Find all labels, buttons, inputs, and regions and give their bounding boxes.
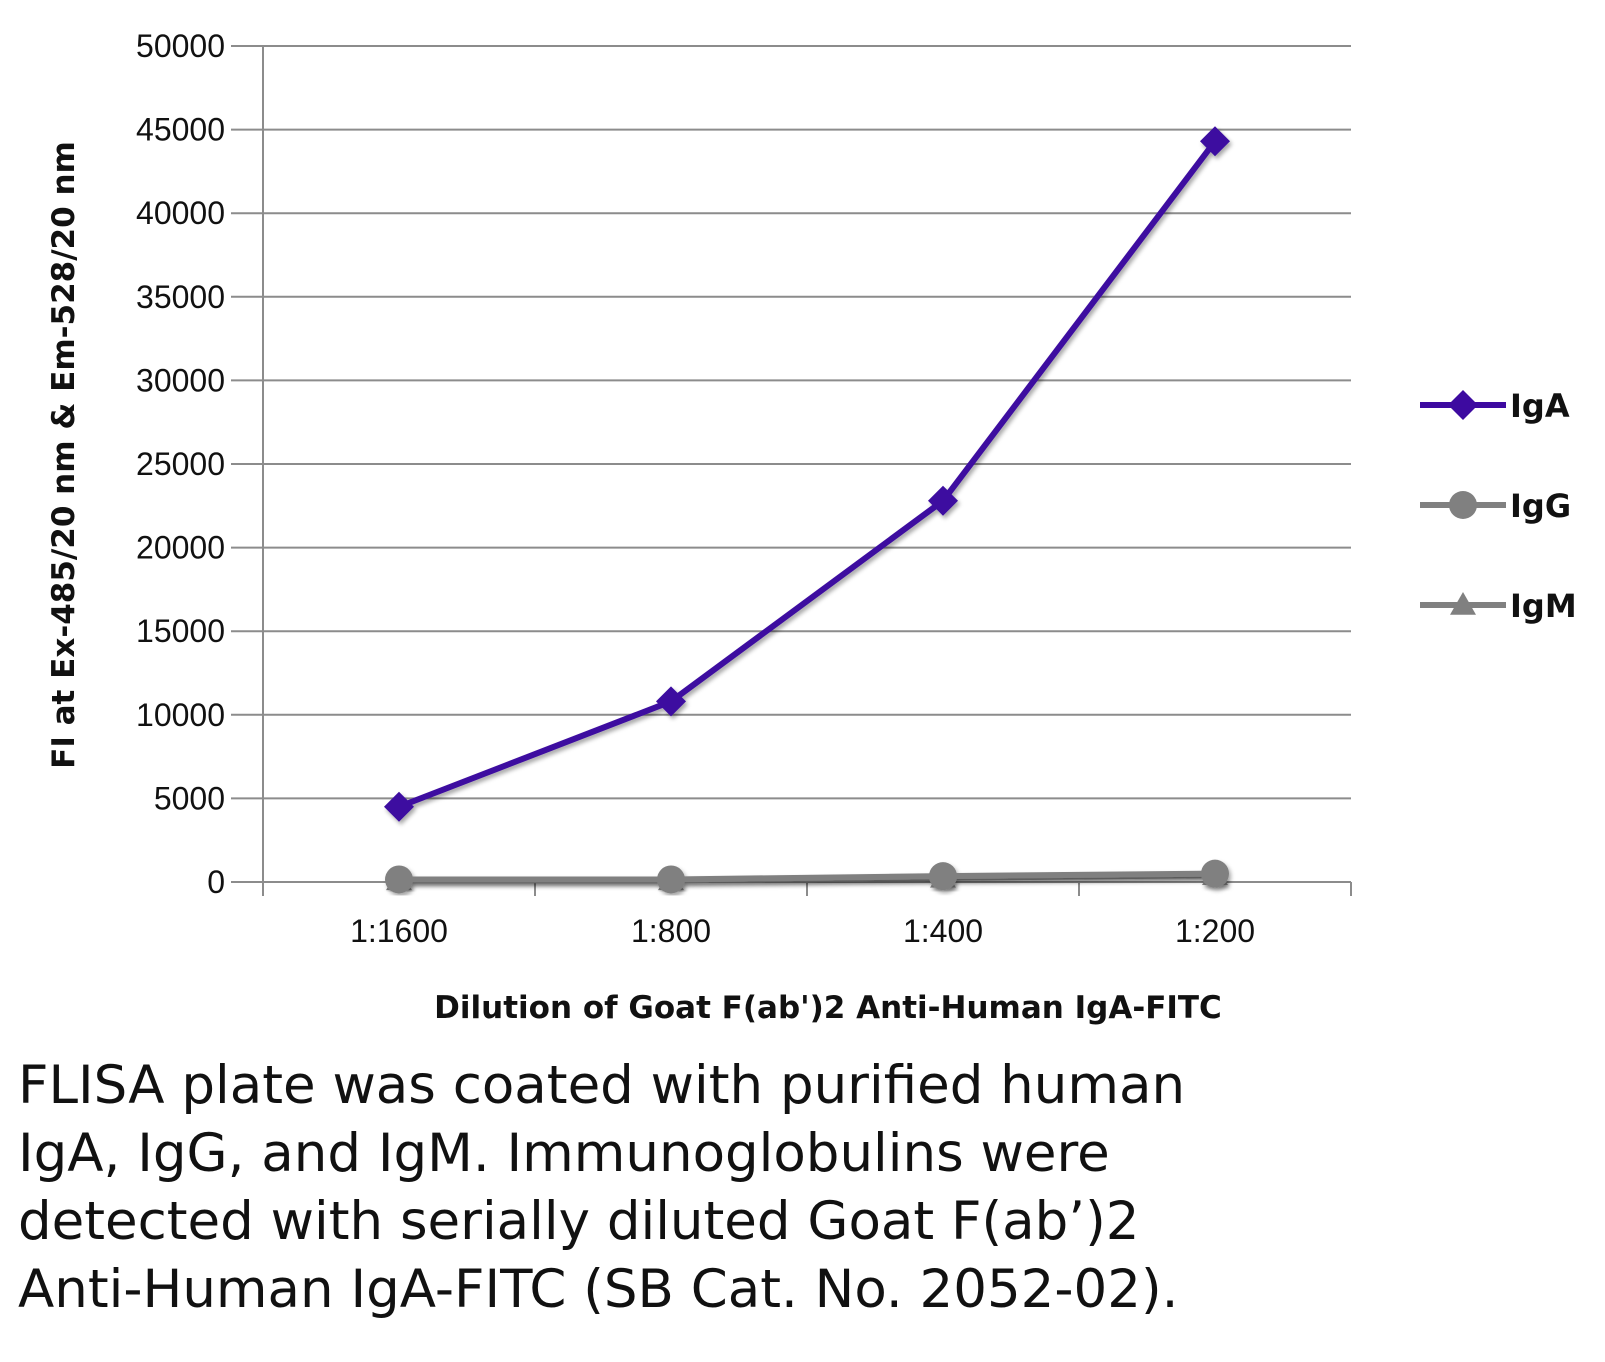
x-axis-title: Dilution of Goat F(ab')2 Anti-Human IgA-…: [434, 990, 1222, 1026]
y-tick-label: 20000: [136, 530, 225, 566]
legend-marker-triangle: [1450, 592, 1476, 615]
series-line: [399, 870, 1216, 883]
x-tick-label: 1:200: [1175, 913, 1255, 949]
legend-label: IgM: [1510, 587, 1577, 625]
caption-line: detected with serially diluted Goat F(ab…: [18, 1191, 1140, 1252]
y-tick-label: 0: [207, 864, 225, 900]
figure-caption: FLISA plate was coated with purified hum…: [18, 1052, 1578, 1324]
data-point-diamond: [1200, 126, 1230, 157]
legend-item-iga: IgA: [1420, 387, 1570, 425]
series-igg: [385, 859, 1229, 894]
y-axis-title: FI at Ex-485/20 nm & Em-528/20 nm: [46, 141, 82, 769]
y-tick-label: 10000: [136, 697, 225, 733]
y-tick-label: 50000: [136, 28, 225, 64]
y-tick-label: 30000: [136, 362, 225, 398]
y-tick-label: 35000: [136, 279, 225, 315]
y-tick-label: 15000: [136, 613, 225, 649]
line-chart: 0 5000 10000 15000 20000 25000 30000 35000 40000…: [46, 28, 1577, 1026]
x-tick-label: 1:400: [903, 913, 983, 949]
data-point-diamond: [656, 686, 686, 717]
x-axis-ticks: 1:1600 1:800 1:400 1:200: [350, 913, 1255, 949]
caption-line: IgA, IgG, and IgM. Immunoglobulins were: [18, 1123, 1110, 1184]
y-tick-label: 45000: [136, 112, 225, 148]
legend-item-igg: IgG: [1420, 487, 1571, 525]
legend-label: IgG: [1510, 487, 1571, 525]
data-point-diamond: [928, 485, 958, 516]
y-tick-label: 40000: [136, 195, 225, 231]
y-axis-ticks: 0 5000 10000 15000 20000 25000 30000 35000 40000…: [136, 28, 225, 900]
data-point-diamond: [384, 791, 414, 822]
y-tick-label: 25000: [136, 446, 225, 482]
legend-label: IgA: [1510, 387, 1570, 425]
series-line: [397, 139, 1218, 810]
series-group: [384, 126, 1230, 894]
x-tick-label: 1:800: [631, 913, 711, 949]
x-tick-label: 1:1600: [350, 913, 448, 949]
caption-line: FLISA plate was coated with purified hum…: [18, 1055, 1186, 1116]
axes: [231, 46, 1352, 896]
data-point-circle: [1201, 859, 1229, 888]
data-point-circle: [929, 862, 957, 891]
legend-marker-diamond: [1448, 390, 1478, 420]
data-point-circle: [385, 865, 413, 894]
legend-item-igm: IgM: [1420, 587, 1577, 625]
series-iga: [384, 126, 1230, 822]
gridlines: [231, 45, 1351, 800]
data-point-circle: [657, 865, 685, 894]
y-tick-label: 5000: [154, 780, 225, 816]
legend-marker-circle: [1449, 491, 1477, 519]
caption-line: Anti-Human IgA-FITC (SB Cat. No. 2052-02…: [18, 1259, 1179, 1320]
legend: IgA IgG IgM: [1420, 387, 1577, 625]
